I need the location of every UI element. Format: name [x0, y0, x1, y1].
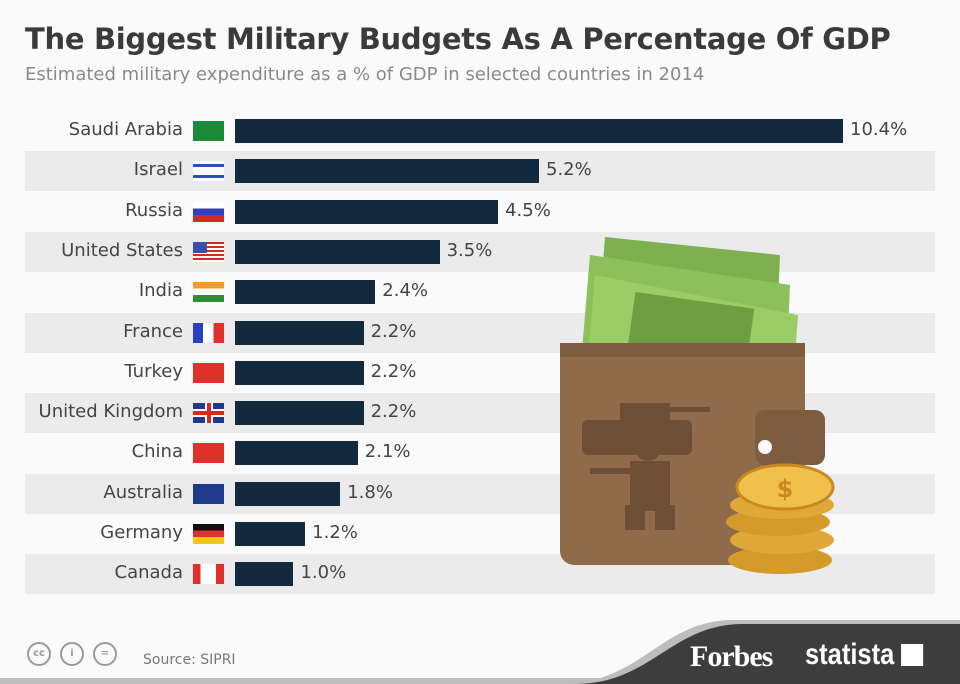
- forbes-logo: Forbes: [690, 640, 773, 673]
- flag-saudi-arabia-icon: [193, 121, 224, 141]
- bar-saudi-arabia: [235, 119, 843, 143]
- category-label-united-states: United States: [61, 239, 183, 261]
- data-label-india: 2.4%: [382, 280, 429, 302]
- bar-canada: [235, 562, 294, 587]
- flag-united-kingdom-icon: [193, 403, 224, 424]
- chart-subtitle: Estimated military expenditure as a % of…: [25, 64, 705, 85]
- bar-israel: [235, 159, 539, 184]
- data-label-france: 2.2%: [370, 320, 417, 342]
- category-label-israel: Israel: [133, 159, 183, 181]
- data-label-australia: 1.8%: [347, 481, 393, 503]
- category-label-germany: Germany: [100, 522, 183, 543]
- statista-logo: statista: [805, 638, 924, 672]
- by-icon: i: [60, 642, 84, 666]
- nd-icon: =: [93, 642, 117, 666]
- data-label-canada: 1.0%: [300, 562, 347, 584]
- data-label-russia: 4.5%: [505, 199, 551, 221]
- soldier-tank-silhouette-icon: [582, 403, 710, 530]
- flag-turkey-icon: [193, 362, 224, 383]
- data-label-saudi-arabia: 10.4%: [850, 119, 908, 140]
- category-label-india: India: [138, 280, 183, 302]
- bar-united-kingdom: [235, 401, 364, 426]
- bar-turkey: [235, 360, 364, 385]
- bar-russia: [235, 199, 499, 224]
- flag-australia-icon: [193, 483, 224, 504]
- bar-india: [235, 280, 376, 305]
- data-label-united-states: 3.5%: [446, 239, 493, 261]
- flag-france-icon: [193, 322, 224, 343]
- data-label-turkey: 2.2%: [370, 360, 417, 382]
- flag-united-states-icon: [193, 241, 224, 262]
- coins-icon: $: [726, 463, 835, 574]
- data-label-united-kingdom: 2.2%: [370, 401, 417, 423]
- footer-band: [0, 620, 960, 684]
- statista-logo-icon: [901, 644, 924, 666]
- bar-australia: [235, 481, 341, 506]
- bar-china: [235, 441, 358, 466]
- bar-germany: [235, 522, 306, 546]
- flag-germany-icon: [193, 524, 224, 544]
- chart-title: The Biggest Military Budgets As A Percen…: [25, 22, 891, 56]
- wallet-illustration: $: [560, 237, 835, 574]
- data-label-germany: 1.2%: [312, 522, 358, 543]
- cc-icon: cc: [27, 642, 51, 666]
- flag-russia-icon: [193, 201, 224, 222]
- category-label-turkey: Turkey: [124, 360, 183, 382]
- flag-india-icon: [193, 282, 224, 303]
- category-label-china: China: [131, 441, 183, 463]
- bar-united-states: [235, 239, 440, 264]
- category-label-russia: Russia: [125, 199, 183, 221]
- data-label-china: 2.1%: [364, 441, 411, 463]
- category-label-united-kingdom: United Kingdom: [38, 401, 183, 423]
- bar-france: [235, 320, 364, 345]
- category-label-france: France: [123, 320, 183, 342]
- flag-china-icon: [193, 443, 224, 464]
- category-label-saudi-arabia: Saudi Arabia: [68, 119, 183, 140]
- flag-canada-icon: [193, 564, 224, 585]
- category-label-canada: Canada: [114, 562, 184, 584]
- row-stripe: [25, 231, 935, 272]
- svg-text:$: $: [777, 475, 794, 503]
- source-label: Source: SIPRI: [143, 652, 236, 668]
- category-label-australia: Australia: [103, 481, 183, 503]
- data-label-israel: 5.2%: [546, 159, 592, 181]
- flag-israel-icon: [193, 161, 224, 182]
